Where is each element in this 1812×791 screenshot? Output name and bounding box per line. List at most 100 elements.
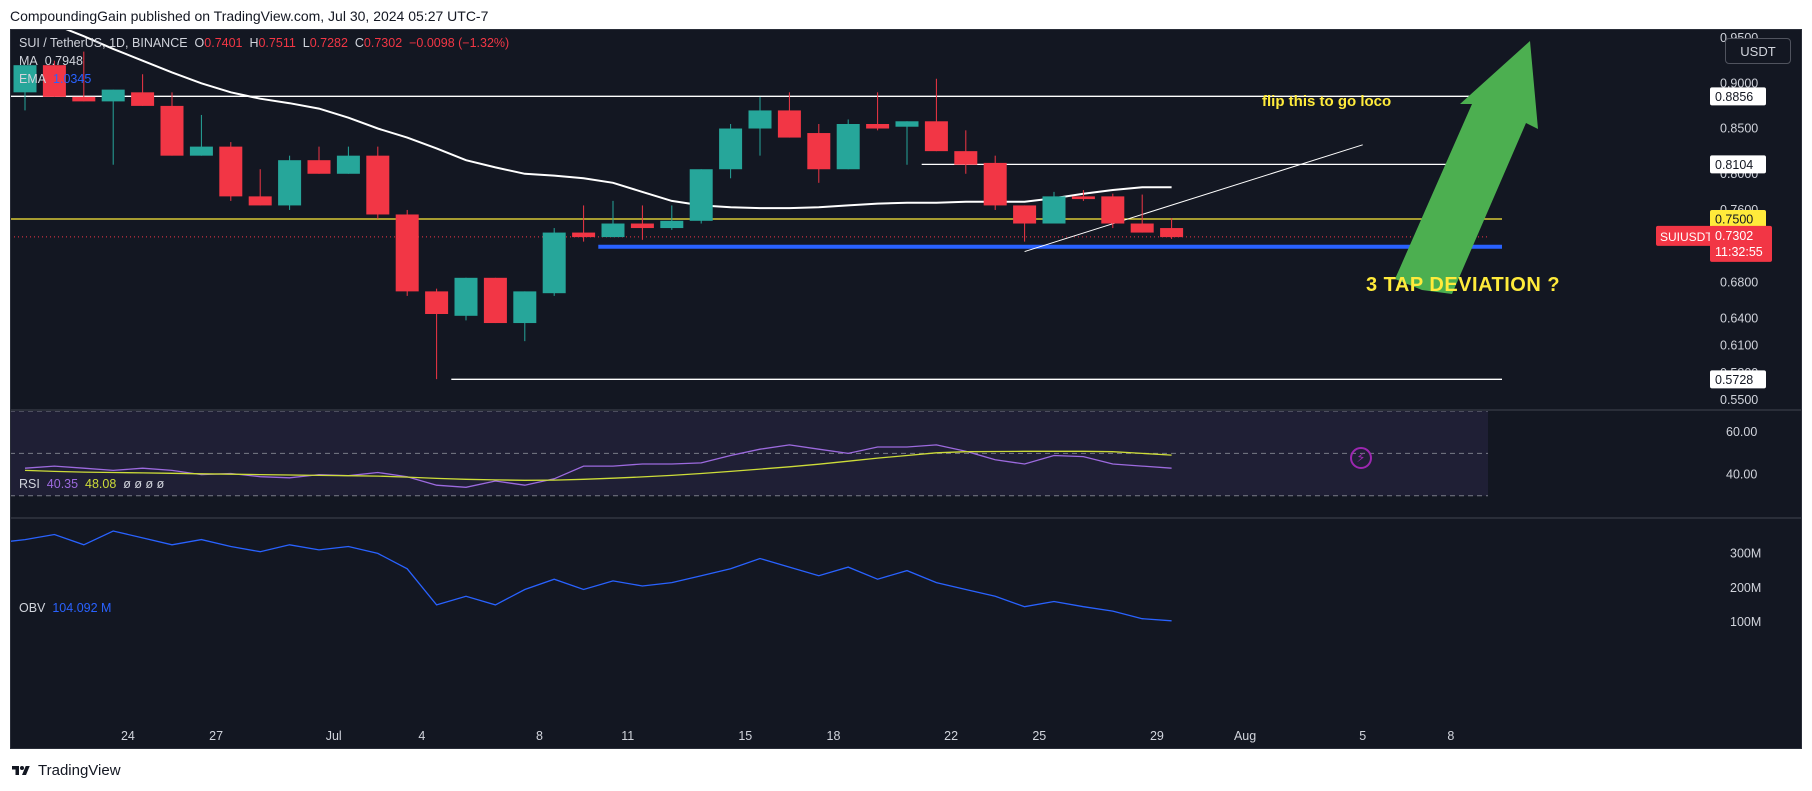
ema-label: EMA: [19, 72, 47, 86]
candle-body: [836, 124, 860, 170]
level-tag-label: 0.8104: [1715, 158, 1753, 172]
candle-body: [42, 65, 66, 97]
open-label: O: [194, 36, 205, 50]
candle-body: [572, 232, 596, 238]
candle-body: [689, 169, 713, 221]
time-tick-label: Aug: [1234, 729, 1256, 743]
candle-body: [807, 133, 831, 170]
publish-header: CompoundingGain published on TradingView…: [10, 8, 489, 24]
time-tick-label: 27: [209, 729, 223, 743]
level-tag-label: 0.7500: [1715, 213, 1753, 227]
current-price-value: 0.7302: [1715, 229, 1753, 243]
price-tick-label: 0.9000: [1720, 76, 1758, 90]
symbol-tag: [1656, 225, 1712, 246]
ma-value: 0.7948: [44, 54, 83, 68]
candle-body: [160, 105, 184, 156]
time-tick-label: 18: [827, 729, 841, 743]
price-chart[interactable]: 0.95000.90000.85000.80000.76000.68000.64…: [10, 29, 1802, 749]
countdown-value: 11:32:55: [1715, 245, 1763, 259]
current-price-tag: [1710, 225, 1772, 262]
symbol-name: SUI / TetherUS, 1D, BINANCE: [19, 36, 188, 50]
rsi-tick-label: 40.00: [1726, 468, 1757, 482]
time-tick-label: 11: [621, 729, 634, 743]
candle-body: [660, 220, 684, 229]
candle-body: [131, 92, 155, 106]
candle-body: [13, 65, 37, 93]
time-tick-label: 4: [418, 729, 425, 743]
candle-body: [1160, 228, 1184, 238]
candle-body: [1042, 196, 1066, 224]
annotation-arrow: [1395, 41, 1538, 294]
price-tick-label: 0.8500: [1720, 122, 1758, 136]
tradingview-logo-icon: [12, 765, 30, 775]
close-label: C: [354, 36, 364, 50]
candle-body: [1013, 205, 1037, 224]
level-tag: [1710, 210, 1766, 228]
candle-body: [542, 232, 566, 294]
candle-body: [1130, 223, 1154, 233]
obv-tick-label: 300M: [1730, 546, 1761, 560]
candle-body: [1071, 196, 1095, 200]
price-tick-label: 0.6800: [1720, 275, 1758, 289]
level-tag: [1710, 87, 1766, 106]
ma-line: [63, 29, 1172, 210]
candle-body: [72, 96, 96, 102]
candle-body: [630, 223, 654, 229]
high-label: H: [249, 36, 259, 50]
candle-body: [954, 151, 978, 165]
green-arrow: [1395, 41, 1538, 294]
obv-label: OBV: [19, 601, 46, 615]
obv-value: 104.092 M: [52, 601, 112, 615]
lightning-icon[interactable]: ⚡: [1350, 447, 1372, 469]
time-tick-label: 29: [1150, 729, 1164, 743]
time-tick-label: 5: [1359, 729, 1366, 743]
ema-legend[interactable]: EMA 1.0345: [19, 72, 91, 86]
currency-button[interactable]: USDT: [1725, 38, 1791, 64]
rsi-ma-value: 48.08: [85, 477, 117, 491]
candle-body: [366, 155, 390, 215]
time-tick-label: 22: [944, 729, 958, 743]
price-tick-label: 0.5500: [1720, 393, 1758, 407]
rsi-value: 40.35: [46, 477, 79, 491]
candle-body: [101, 89, 125, 102]
level-tag: [1710, 155, 1766, 174]
candle-body: [395, 214, 419, 292]
rsi-legend[interactable]: RSI 40.35 48.08 ø ø ø ø: [19, 477, 164, 491]
trendline: [1024, 144, 1363, 253]
symbol-legend: SUI / TetherUS, 1D, BINANCE O0.7401 H 0.7…: [19, 36, 509, 50]
candle-body: [425, 291, 449, 314]
ma-legend[interactable]: MA 0.7948: [19, 54, 83, 68]
symbol-tag-label: SUIUSDT: [1660, 230, 1713, 244]
candle-body: [454, 277, 478, 316]
obv-tick-label: 100M: [1730, 615, 1761, 629]
open-value: 0.7401: [204, 36, 243, 50]
candle-body: [719, 128, 743, 170]
obv-pane: [10, 530, 1172, 622]
footer: TradingView: [10, 762, 121, 779]
footer-brand: TradingView: [38, 762, 121, 779]
candle-body: [219, 146, 243, 197]
candle-body: [777, 110, 801, 138]
obv-legend[interactable]: OBV 104.092 M: [19, 601, 111, 615]
obv-line: [10, 530, 1172, 622]
time-tick-label: 15: [738, 729, 752, 743]
candle-body: [189, 146, 213, 156]
candle-body: [336, 155, 360, 174]
candle-body: [983, 162, 1007, 206]
rsi-extra: ø ø ø ø: [123, 477, 165, 491]
price-tick-label: 0.6400: [1720, 312, 1758, 326]
time-tick-label: Jul: [326, 729, 342, 743]
close-value: 0.7302: [363, 36, 403, 50]
low-value: 0.7282: [309, 36, 348, 50]
chart-background: [10, 29, 1802, 749]
level-tag: [1710, 370, 1766, 389]
annotation-flip-text: flip this to go loco: [1262, 93, 1392, 110]
candle-body: [1101, 196, 1125, 224]
time-tick-label: 8: [1447, 729, 1454, 743]
price-tick-label: 0.6100: [1720, 339, 1758, 353]
candle-body: [307, 160, 331, 174]
annotation-tap-text: 3 TAP DEVIATION ?: [1366, 274, 1561, 296]
candle-body: [601, 223, 625, 238]
level-tag-label: 0.8856: [1715, 90, 1753, 104]
price-pane: [10, 29, 1502, 380]
